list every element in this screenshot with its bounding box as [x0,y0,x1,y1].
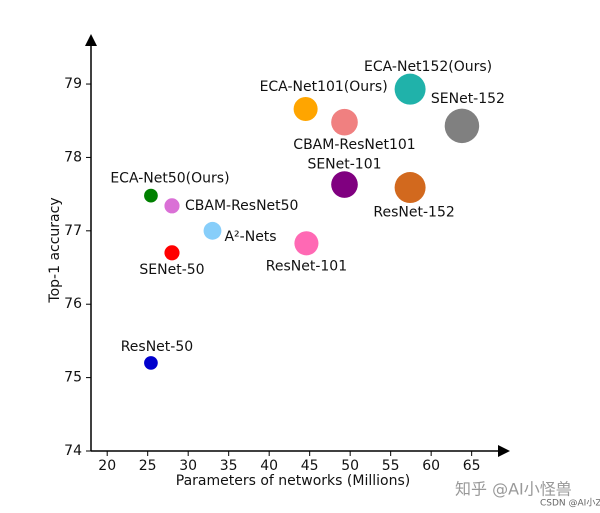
y-tick-label: 77 [64,223,82,239]
bubble [203,221,222,240]
bubble [331,171,358,198]
bubble [394,73,426,105]
x-tick-label: 45 [301,458,319,474]
point-label: ResNet-101 [266,258,347,274]
point-label: A²-Nets [224,229,276,245]
point-label: CBAM-ResNet101 [293,137,415,153]
point-label: CBAM-ResNet50 [185,198,298,214]
x-tick-label: 30 [179,458,197,474]
watermark-small: CSDN @AI小ZV [540,498,600,509]
bubble [293,96,318,122]
y-tick-label: 76 [64,296,82,312]
point-label: ECA-Net101(Ours) [260,79,388,95]
x-tick-label: 35 [220,458,238,474]
bubble [444,108,480,144]
x-tick-label: 60 [422,458,440,474]
point-label: ECA-Net152(Ours) [364,59,492,75]
watermark: 知乎 @AI小怪兽 [455,480,572,499]
x-tick-label: 25 [139,458,157,474]
point-label: SENet-50 [139,262,204,278]
bubble [394,172,426,204]
bubble [164,198,180,214]
y-tick-label: 75 [64,370,82,386]
y-tick-label: 78 [64,149,82,165]
x-tick-label: 40 [260,458,278,474]
bubble [144,356,158,370]
bubble [144,188,158,203]
point-label: SENet-101 [307,157,381,173]
x-axis-arrow [498,445,510,457]
x-tick-label: 65 [463,458,481,474]
point-label: ResNet-152 [373,205,454,221]
y-axis-label: Top-1 accuracy [47,197,63,303]
bubble [294,231,319,256]
point-label: SENet-152 [431,91,505,107]
x-tick-label: 20 [98,458,116,474]
bubble [331,108,358,136]
y-tick-label: 74 [64,443,82,459]
point-label: ECA-Net50(Ours) [110,171,229,187]
x-axis-label: Parameters of networks (Millions) [176,473,410,489]
point-label: ResNet-50 [121,339,193,355]
bubble [164,245,180,261]
y-tick-label: 79 [64,76,82,92]
x-tick-label: 50 [341,458,359,474]
x-tick-label: 55 [382,458,400,474]
y-axis-arrow [85,34,97,46]
